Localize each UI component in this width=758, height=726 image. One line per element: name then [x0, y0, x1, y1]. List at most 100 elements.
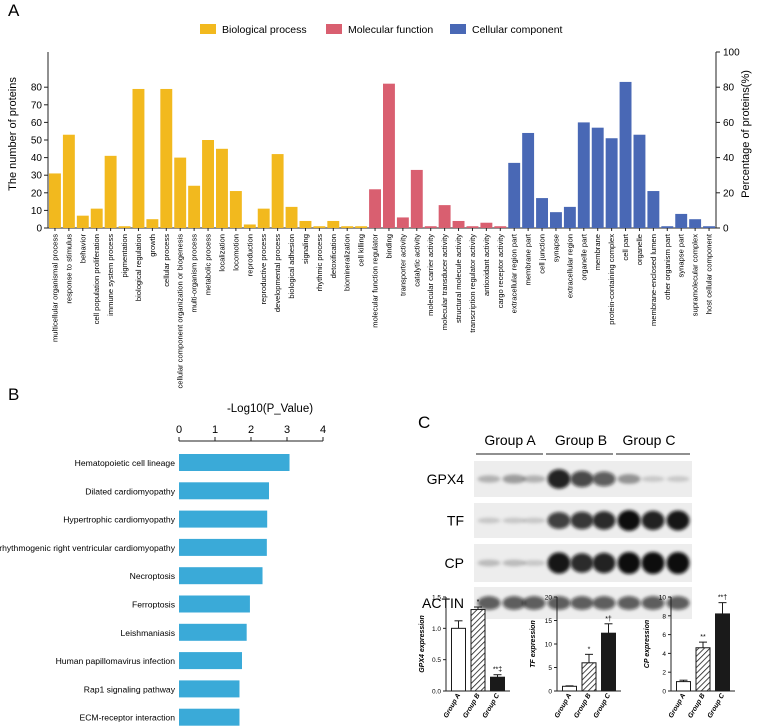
mini-category-label: Group B [573, 692, 593, 719]
go-bar [605, 138, 618, 228]
go-bar [522, 132, 535, 228]
go-bar [90, 208, 103, 228]
blot-row-cp: CP [445, 544, 692, 582]
kegg-term-label: Hematopoietic cell lineage [75, 458, 176, 468]
go-bar [202, 140, 214, 228]
go-category-label: protein-containing complex [607, 234, 616, 325]
go-y2-tick-label: 60 [723, 118, 735, 129]
kegg-bar [179, 708, 240, 726]
blot-band [666, 596, 690, 610]
go-category-label: host cellular component [705, 233, 714, 314]
blot-band [617, 474, 641, 484]
blot-rows: GPX4 TF CP ACTIN [422, 461, 692, 619]
go-category-label: biomineralization [343, 234, 352, 291]
blot-band [570, 470, 594, 488]
go-bar [577, 122, 590, 228]
mini-bar [581, 662, 597, 692]
go-y-tick-label: 30 [31, 171, 43, 182]
mini-significance-mark: * [588, 646, 591, 653]
go-category-label: metabolic process [204, 234, 213, 295]
go-category-label: signaling [301, 234, 310, 264]
mini-y-tick-label: 1.5 [432, 595, 441, 602]
go-bar [508, 162, 521, 228]
go-category-label: membrane-enclosed lumen [649, 234, 658, 326]
go-bar [619, 81, 632, 228]
mini-bar [562, 685, 577, 692]
go-bar [160, 88, 173, 229]
kegg-axis: 0 1 2 3 4 [176, 424, 326, 442]
blot-row-label: GPX4 [427, 471, 465, 487]
go-category-label: reproductive process [259, 234, 268, 305]
mini-significance-mark: **‡ [493, 667, 502, 674]
mini-category-label: Group C [482, 692, 502, 719]
go-category-label: membrane part [524, 233, 533, 285]
go-bar [271, 154, 284, 228]
western-blot: Group A Group B Group C GPX4 TF CP ACTIN [422, 432, 692, 619]
blot-band [617, 510, 641, 531]
blot-band [592, 552, 616, 574]
blot-band [477, 517, 501, 524]
go-bar [466, 226, 479, 228]
go-category-label: cargo receptor activity [496, 234, 505, 308]
kegg-term-label: Rap1 signaling pathway [84, 684, 176, 694]
panel-label-b: B [8, 385, 19, 404]
go-legend: Biological process Molecular function Ce… [200, 24, 563, 36]
go-bar [383, 83, 395, 229]
mini-y-tick-label: 0.5 [432, 657, 441, 664]
mini-category-label: Group A [668, 692, 688, 719]
go-y-tick-label: 10 [31, 206, 43, 217]
blot-band [522, 596, 546, 610]
go-category-labels: multicellular organismal process response… [50, 228, 714, 389]
go-category-label: synapse part [677, 233, 686, 277]
cp-expression-chart: 0 2 4 6 8 10 CP expression Group A ** Group B **† G… [644, 595, 735, 720]
blot-row-label: TF [447, 513, 464, 529]
go-category-label: antioxidant activity [482, 234, 491, 296]
blot-group-c: Group C [623, 432, 676, 448]
mini-category-label: Group A [554, 692, 574, 719]
go-bar [494, 226, 507, 228]
blot-band [477, 596, 501, 610]
go-y-tick-label: 60 [31, 118, 43, 129]
blot-band [502, 596, 526, 610]
go-chart: Biological process Molecular function Ce… [7, 24, 752, 389]
mini-category-label: Group B [462, 692, 482, 719]
go-category-label: cell junction [538, 234, 547, 274]
go-bar [591, 127, 604, 228]
go-bar [299, 220, 312, 228]
kegg-bar [179, 510, 268, 528]
go-bar [438, 205, 451, 228]
kegg-chart: -Log10(P_Value) 0 1 2 3 4 Hematopoietic cell… [0, 403, 326, 726]
blot-band [477, 559, 501, 567]
legend-label-cell: Cellular component [472, 24, 563, 36]
go-y2-tick-label: 100 [723, 48, 740, 59]
blot-band [570, 511, 594, 530]
go-bar [341, 226, 354, 228]
mini-bar [715, 613, 730, 692]
go-bar [563, 206, 576, 228]
blot-band [502, 517, 526, 524]
legend-label-mol: Molecular function [348, 24, 433, 36]
go-category-label: cellular process [162, 234, 171, 287]
go-category-label: binding [384, 234, 393, 259]
mini-y-tick-label: 15 [545, 618, 553, 625]
blot-band [502, 559, 526, 567]
mini-bar [470, 609, 486, 692]
mini-category-label: Group A [443, 692, 463, 719]
kegg-bars: Hematopoietic cell lineage Dilated cardio… [0, 454, 290, 726]
go-bar [369, 189, 381, 228]
go-category-label: structural molecule activity [454, 234, 463, 323]
mini-y-tick-label: 0 [662, 689, 666, 696]
blot-band [666, 476, 690, 482]
mini-y-tick-label: 4 [662, 651, 666, 658]
blot-band [641, 476, 665, 482]
go-category-label: molecular function regulator [371, 234, 380, 328]
go-bar [661, 226, 674, 228]
go-category-label: rhythmic process [315, 234, 324, 292]
go-bar [229, 191, 242, 228]
blot-row-label: ACTIN [422, 595, 464, 611]
go-bar [146, 219, 159, 228]
go-bar [174, 157, 187, 228]
legend-label-bio: Biological process [222, 24, 307, 36]
mini-y-tick-label: 1.0 [432, 626, 441, 633]
kegg-term-label: Leishmaniasis [121, 628, 175, 638]
